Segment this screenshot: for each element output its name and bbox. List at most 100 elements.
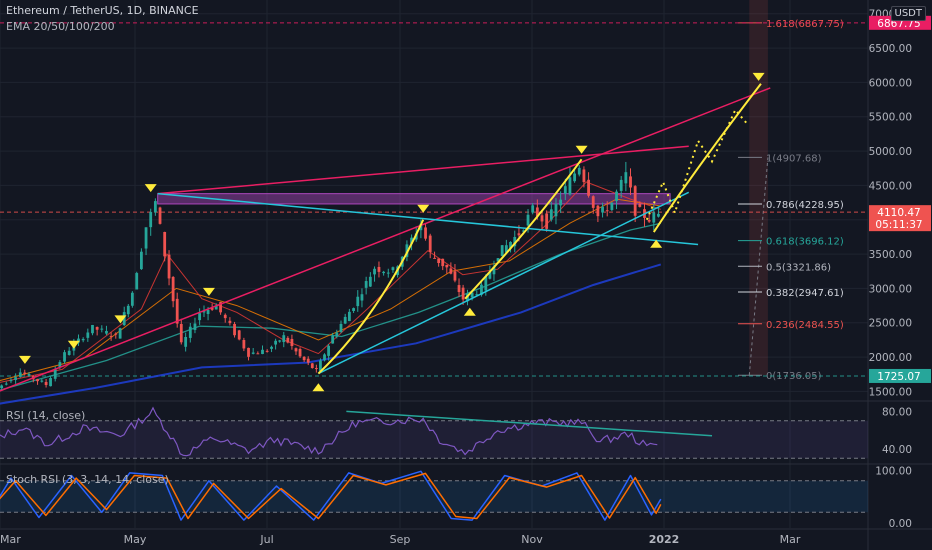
candle-body — [405, 244, 409, 257]
candle-body — [615, 191, 618, 201]
ema50-line — [0, 198, 661, 382]
candle-body — [549, 209, 553, 220]
marker-down-icon — [752, 72, 765, 81]
candle-body — [605, 210, 609, 212]
candle-body — [198, 313, 202, 321]
time-tick-label: Nov — [521, 533, 543, 546]
candle-body — [480, 284, 483, 295]
time-tick-label: May — [124, 533, 147, 546]
candle-body — [18, 372, 22, 377]
rsi-tick-label: 80.00 — [882, 406, 912, 418]
price-level-tag — [869, 368, 931, 383]
candle-body — [49, 378, 52, 387]
price-tick-label: 6000.00 — [869, 77, 912, 89]
stoch-rsi-legend[interactable]: Stoch RSI (3, 3, 14, 14, close) — [6, 473, 169, 486]
candlestick-series — [0, 161, 660, 391]
rsi-band — [0, 420, 868, 459]
candle-body — [424, 227, 427, 239]
candle-body — [233, 323, 236, 336]
symbol-legend[interactable]: Ethereum / TetherUS, 1D, BINANCE — [6, 4, 199, 17]
ema-legend[interactable]: EMA 20/50/100/200 — [6, 20, 115, 33]
candle-body — [9, 380, 13, 382]
candle-body — [228, 320, 232, 324]
candle-body — [302, 356, 306, 361]
candle-body — [282, 335, 286, 343]
candle-body — [335, 332, 339, 337]
candle-body — [526, 214, 530, 226]
candle-body — [364, 281, 368, 288]
candle-body — [629, 176, 632, 188]
curve-2-line — [464, 158, 583, 300]
candle-body — [382, 271, 386, 274]
price-tick-label: 3000.00 — [869, 283, 912, 295]
candle-body — [306, 358, 310, 363]
currency-label[interactable]: USDT — [890, 6, 926, 21]
candle-body — [67, 350, 71, 355]
candle-body — [657, 213, 660, 217]
price-tick-label: 6500.00 — [869, 43, 912, 55]
candle-body — [577, 167, 581, 175]
candle-body — [323, 354, 326, 361]
candle-body — [347, 311, 351, 322]
candle-body — [492, 266, 496, 275]
candle-body — [647, 219, 651, 222]
candle-body — [144, 227, 148, 249]
candle-body — [294, 348, 298, 352]
marker-down-icon — [417, 204, 430, 213]
candle-body — [274, 340, 278, 345]
marker-up-icon — [650, 239, 663, 248]
candle-body — [596, 205, 600, 217]
candle-body — [433, 257, 436, 259]
candle-body — [377, 266, 381, 272]
time-tick-label: Jul — [259, 533, 273, 546]
candle-body — [188, 326, 192, 338]
candle-body — [373, 268, 376, 275]
fib-level-label: 0.618(3696.12) — [766, 237, 844, 248]
candle-body — [633, 186, 637, 216]
price-tick-label: 2500.00 — [869, 318, 912, 330]
marker-down-icon — [67, 340, 80, 349]
candle-body — [242, 340, 246, 349]
candle-body — [386, 272, 390, 274]
candle-body — [360, 294, 364, 301]
candle-body — [91, 324, 94, 334]
candle-body — [126, 305, 130, 315]
candle-body — [339, 323, 343, 332]
candle-body — [40, 380, 44, 382]
candle-body — [223, 314, 227, 319]
fib-level-label: 0.5(3321.86) — [766, 262, 831, 273]
candle-body — [500, 245, 504, 257]
candle-body — [545, 213, 549, 229]
fib-level-label: 0.382(2947.61) — [766, 288, 844, 299]
fib-level-label: 0(1736.05) — [766, 371, 822, 382]
candle-body — [441, 258, 445, 267]
time-tick-label: 2022 — [649, 533, 680, 546]
candle-body — [122, 312, 126, 326]
candle-body — [14, 377, 18, 380]
price-tick-label: 5000.00 — [869, 146, 912, 158]
candle-body — [331, 335, 335, 344]
candle-body — [163, 231, 167, 257]
stoch-d-line — [0, 472, 662, 520]
candle-body — [23, 372, 27, 375]
price-level-tag-label: 4110.47 — [877, 207, 920, 219]
candle-body — [175, 298, 179, 324]
price-tick-label: 2000.00 — [869, 352, 912, 364]
candle-body — [319, 360, 322, 372]
candle-body — [535, 207, 539, 217]
candle-body — [517, 233, 521, 236]
candle-body — [290, 338, 294, 347]
stoch-k-line — [0, 470, 662, 521]
candle-body — [484, 276, 488, 291]
candle-body — [210, 307, 214, 310]
candle-body — [202, 311, 206, 313]
candle-body — [53, 369, 57, 379]
candle-body — [139, 251, 143, 270]
rsi-legend[interactable]: RSI (14, close) — [6, 409, 86, 422]
candle-body — [619, 179, 623, 191]
candle-body — [475, 294, 479, 296]
candle-body — [278, 340, 282, 342]
rising-wedge-line — [0, 87, 771, 392]
candle-body — [601, 206, 604, 213]
